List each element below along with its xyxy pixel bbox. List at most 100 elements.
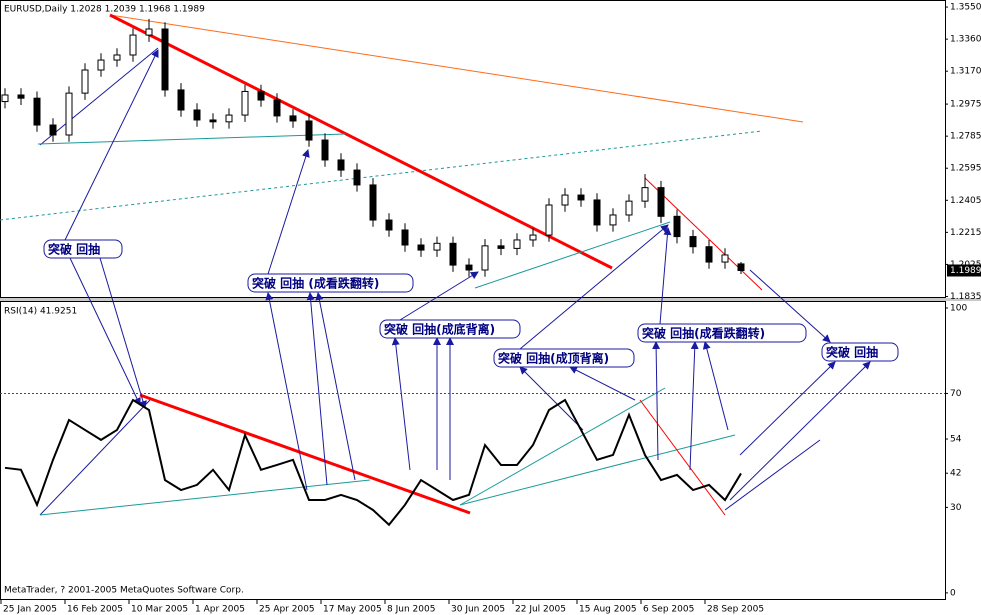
trend-line (459, 387, 666, 506)
trend-line (0, 130, 763, 221)
candle-body (97, 59, 105, 71)
x-tick-label: 25 Apr 2005 (259, 605, 315, 615)
candle-body (433, 242, 441, 251)
x-tick-label: 15 Aug 2005 (579, 605, 637, 615)
candle-body (81, 69, 89, 94)
trend-line (39, 399, 151, 516)
candle-body (177, 89, 185, 111)
candle-body (529, 234, 537, 241)
arrow (69, 257, 141, 406)
arrow (739, 361, 836, 456)
candle-body (337, 159, 345, 171)
arrow (702, 341, 729, 431)
candle-body (1, 94, 9, 103)
candle-body (145, 28, 153, 36)
candle-body (321, 139, 329, 161)
candle-body (577, 194, 585, 201)
candle-body (113, 54, 121, 61)
arrow (729, 361, 871, 501)
annotation-box (247, 273, 414, 293)
candle-body (513, 239, 521, 249)
trend-lines (0, 13, 821, 516)
y-tick-label: 54 (950, 435, 962, 445)
candle-body (401, 229, 409, 246)
arrow (99, 257, 147, 409)
trend-line (724, 439, 821, 511)
candle-body (417, 244, 425, 251)
candle-body (625, 200, 633, 216)
y-tick-label: 70 (950, 389, 962, 399)
x-tick-label: 22 Jul 2005 (515, 605, 566, 615)
y-tick-label: 1.2595 (950, 164, 981, 174)
x-tick-label: 6 Sep 2005 (643, 605, 694, 615)
arrow (749, 269, 831, 343)
annotation: 突破 回抽 (826, 345, 878, 360)
arrow (306, 292, 328, 486)
x-tick-label: 8 Jun 2005 (387, 605, 435, 615)
y-tick-label: 1.2405 (950, 196, 981, 206)
y-tick-label: 1.2785 (950, 132, 981, 142)
annotation-box (493, 348, 635, 368)
y-tick-label: 1.3360 (950, 35, 981, 45)
x-tick-label: 17 May 2005 (323, 605, 382, 615)
trend-line (639, 399, 726, 516)
arrow (64, 49, 159, 241)
price-pane (0, 0, 946, 298)
pane-separator (0, 298, 981, 301)
candle-body (737, 263, 745, 271)
candle-body (209, 119, 217, 123)
trend-line (109, 13, 613, 270)
trend-line (39, 479, 371, 516)
candle-body (545, 204, 553, 236)
candle-body (449, 242, 457, 266)
annotation: 突破 回抽(成看跌翻转) (642, 326, 765, 341)
trend-line (109, 14, 804, 123)
x-tick-label: 25 Jan 2005 (3, 605, 57, 615)
candle-body (657, 187, 665, 217)
annotation: 突破 回抽(成底背离) (384, 322, 495, 337)
x-tick-label: 28 Sep 2005 (707, 605, 764, 615)
y-tick-label: 30 (950, 503, 962, 513)
arrow (659, 227, 672, 325)
candle-body (641, 187, 649, 202)
rsi-pane (0, 301, 946, 600)
annotation: 突破 回抽 (成看跌翻转) (252, 276, 379, 291)
candle-body (705, 246, 713, 263)
candle-body (257, 90, 265, 101)
candle-body (673, 215, 681, 238)
candle-body (497, 245, 505, 249)
candle-body (193, 109, 201, 121)
candle-body (609, 214, 617, 226)
candle-body (689, 236, 697, 248)
candle-body (369, 184, 377, 221)
candle-body (241, 90, 249, 116)
arrow (652, 341, 661, 461)
y-tick-label: 100 (950, 303, 967, 313)
candle-body (481, 245, 489, 271)
annotation-box (43, 239, 123, 259)
candle-body (385, 219, 393, 231)
x-tick-label: 10 Mar 2005 (131, 605, 188, 615)
candle-body (289, 115, 297, 122)
candle-body (465, 264, 473, 271)
current-price-label: 1.1989 (950, 266, 981, 276)
x-tick-label: 30 Jun 2005 (451, 605, 505, 615)
arrow (519, 366, 584, 431)
candle-body (273, 99, 281, 117)
trend-line (459, 434, 736, 506)
annotation: 突破 回抽(成顶背离) (498, 351, 609, 366)
candle-body (225, 114, 233, 123)
candle-body (65, 92, 73, 136)
y-tick-label: 1.3170 (950, 67, 981, 77)
arrow (399, 271, 479, 321)
y-tick-label: 42 (950, 469, 961, 479)
candle-body (129, 34, 137, 56)
annotation-box (821, 342, 899, 362)
y-tick-label: 1.1835 (950, 292, 981, 302)
arrow (391, 337, 411, 471)
current-price-box (947, 264, 981, 277)
candle-body (161, 28, 169, 91)
footer: MetaTrader, ? 2001-2005 MetaQuotes Softw… (4, 586, 244, 596)
candle-body (721, 254, 729, 263)
